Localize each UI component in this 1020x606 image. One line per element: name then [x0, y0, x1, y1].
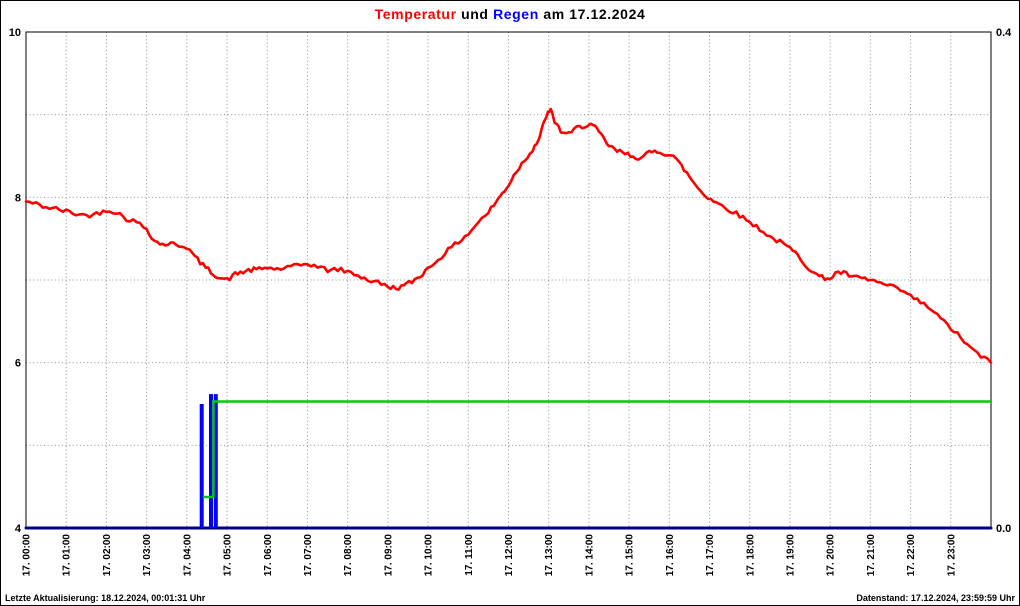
last-update-text: Letzte Aktualisierung: 18.12.2024, 00:01…: [5, 593, 206, 603]
x-tick-label: 17. 00:00: [22, 534, 33, 577]
title-segment: Temperatur: [374, 6, 457, 22]
x-tick-label: 17. 05:00: [223, 534, 234, 577]
y-left-tick-label: 10: [9, 27, 21, 39]
x-tick-label: 17. 16:00: [665, 534, 676, 577]
y-left-tick-label: 8: [15, 192, 21, 204]
data-state-text: Datenstand: 17.12.2024, 23:59:59 Uhr: [856, 593, 1015, 603]
x-tick-label: 17. 23:00: [946, 534, 957, 577]
x-tick-label: 17. 02:00: [102, 534, 113, 577]
x-tick-label: 17. 10:00: [424, 534, 435, 577]
x-tick-label: 17. 15:00: [625, 534, 636, 577]
title-segment: und: [456, 6, 494, 22]
x-tick-label: 17. 20:00: [826, 534, 837, 577]
rain-bar: [213, 394, 218, 528]
y-left-tick-label: 6: [15, 358, 21, 370]
rain-sum-line: [202, 400, 991, 499]
x-tick-label: 17. 08:00: [343, 534, 354, 577]
x-tick-label: 17. 17:00: [705, 534, 716, 577]
x-tick-label: 17. 06:00: [263, 534, 274, 577]
x-tick-label: 17. 03:00: [142, 534, 153, 577]
title-segment: am 17.12.2024: [538, 6, 646, 22]
temperature-line: [24, 107, 993, 365]
x-tick-label: 17. 04:00: [182, 534, 193, 577]
x-tick-label: 17. 11:00: [464, 534, 475, 576]
y-right-tick-label: 0.0: [996, 523, 1011, 535]
x-tick-label: 17. 21:00: [866, 534, 877, 577]
chart-title: Temperatur und Regen am 17.12.2024: [1, 6, 1019, 22]
rain-bar: [199, 404, 204, 528]
y-right-tick-label: 0.4: [996, 27, 1012, 39]
x-tick-label: 17. 12:00: [504, 534, 515, 577]
x-tick-label: 17. 07:00: [303, 534, 314, 577]
rain-bar: [209, 394, 213, 528]
x-tick-label: 17. 01:00: [62, 534, 73, 577]
y-left-tick-label: 4: [15, 523, 22, 535]
x-tick-label: 17. 22:00: [906, 534, 917, 577]
x-tick-label: 17. 19:00: [785, 534, 796, 577]
x-tick-label: 17. 09:00: [383, 534, 394, 577]
x-tick-label: 17. 14:00: [584, 534, 595, 577]
x-tick-label: 17. 13:00: [544, 534, 555, 577]
title-segment: Regen: [493, 6, 539, 22]
x-tick-label: 17. 18:00: [745, 534, 756, 577]
